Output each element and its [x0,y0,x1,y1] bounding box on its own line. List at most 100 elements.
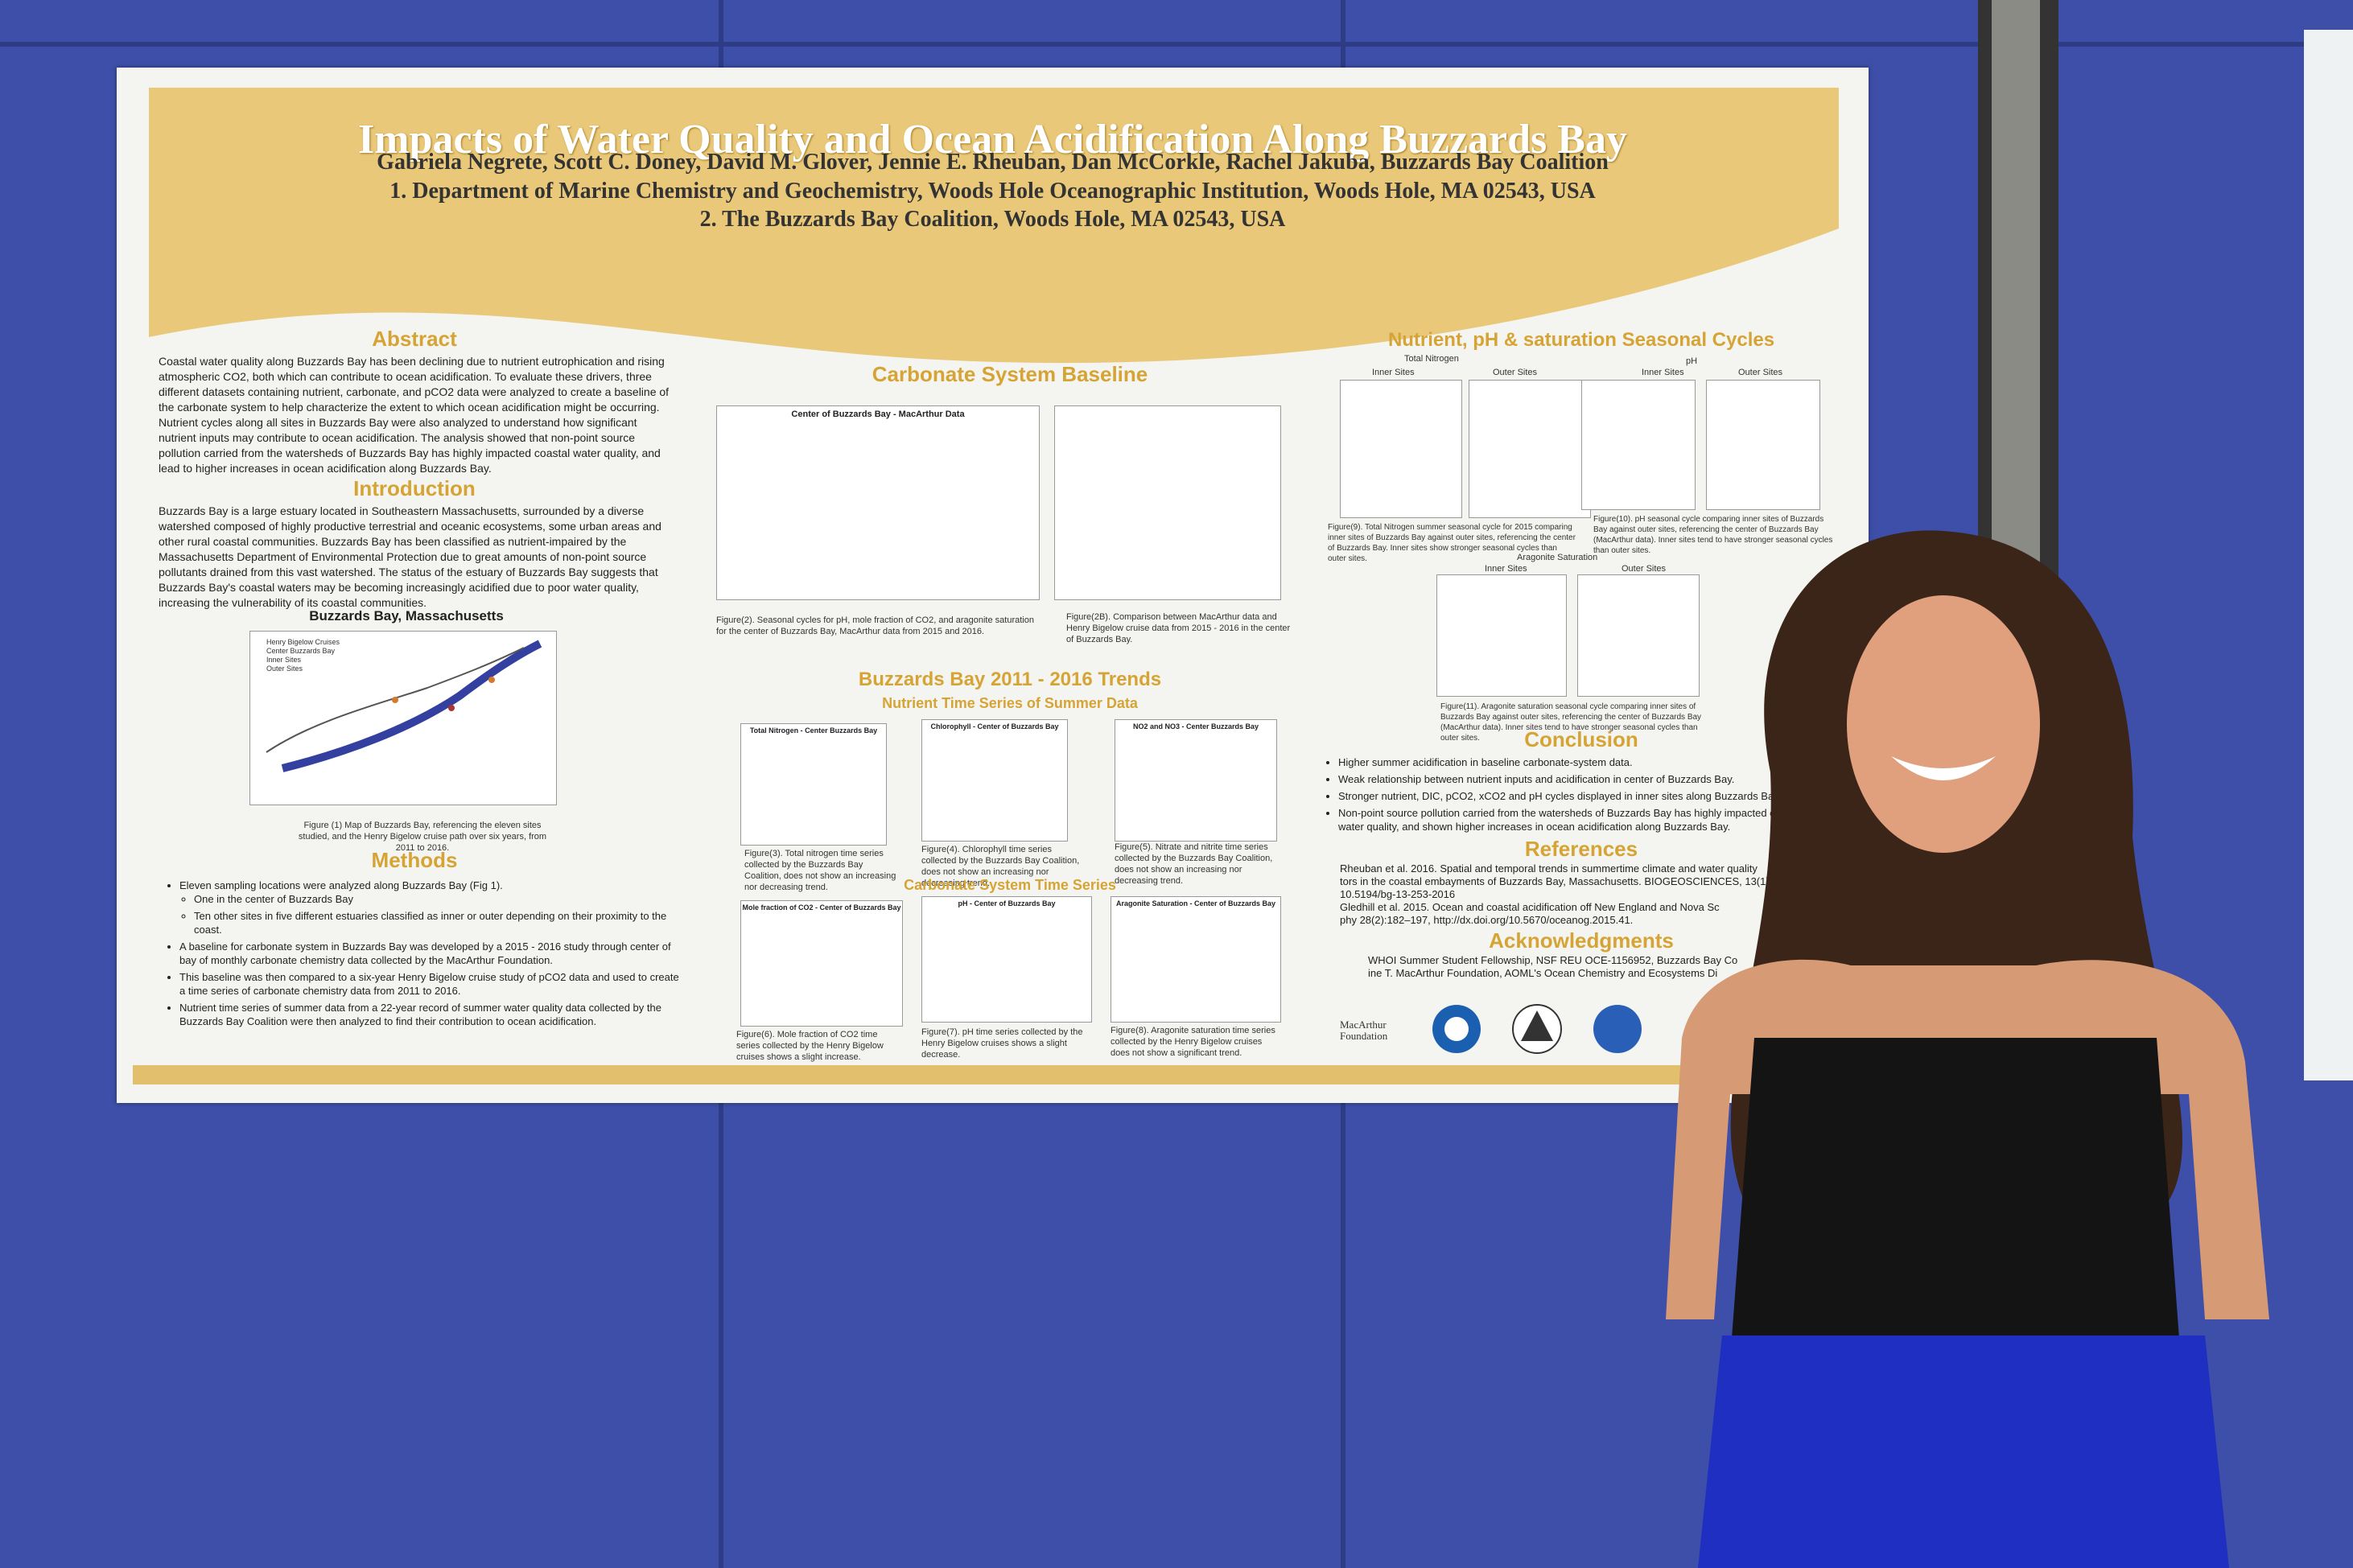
person [1666,530,2269,1568]
list-item: Non-point source pollution carried from … [1338,806,1823,833]
chart-title: Chlorophyll - Center of Buzzards Bay [930,722,1059,730]
figure-caption: Figure(3). Total nitrogen time series co… [744,849,896,892]
reference-line: 10.5194/bg-13-253-2016 [1340,888,1456,900]
chart-label: Outer Sites [1622,564,1667,574]
next-poster [2304,30,2353,1080]
conclusion-list: Higher summer acidification in baseline … [1324,755,1823,837]
reference-line: Gledhill et al. 2015. Ocean and coastal … [1340,901,1720,913]
list-item: A baseline for carbonate system in Buzza… [179,940,680,967]
section-heading: Nutrient, pH & saturation Seasonal Cycle… [1387,329,1775,351]
figure-caption: Figure(6). Mole fraction of CO2 time ser… [736,1030,884,1062]
list-item: Higher summer acidification in baseline … [1338,755,1823,769]
affiliation: 2. The Buzzards Bay Coalition, Woods Hol… [699,207,1286,232]
section-heading: Abstract [372,327,457,351]
list-item: Eleven sampling locations were analyzed … [179,879,680,936]
cruise-path [281,640,542,772]
header-band [149,88,1839,364]
figure-caption: Figure(2). Seasonal cycles for pH, mole … [716,615,1034,636]
list-item: Nutrient time series of summer data from… [179,1001,680,1028]
figure-caption: Figure(2B). Comparison between MacArthur… [1066,612,1291,644]
chart-label: Inner Sites [1372,368,1415,377]
chart-label: Aragonite Saturation [1517,553,1598,562]
section-subheading: Carbonate System Time Series [904,877,1116,893]
logos [1432,1004,1642,1054]
map-legend: Henry Bigelow Cruises Center Buzzards Ba… [266,638,340,673]
chart-label: Total Nitrogen [1404,354,1459,364]
figure: pH - Center of Buzzards Bay [921,896,1092,1023]
figure-caption: Figure(5). Nitrate and nitrite time seri… [1115,842,1273,886]
section-heading: Conclusion [1524,727,1638,751]
top [1730,1038,2181,1360]
figure: NO2 and NO3 - Center Buzzards Bay [1115,719,1277,842]
figure [1581,380,1696,510]
list-item: One in the center of Buzzards Bay [194,892,680,906]
figure-caption: Figure(4). Chlorophyll time series colle… [921,845,1080,888]
map-title: Buzzards Bay, Massachusetts [309,608,504,623]
acknowledgment-line: WHOI Summer Student Fellowship, NSF REU … [1368,954,1738,966]
figure: Total Nitrogen - Center Buzzards Bay [740,723,887,846]
poster-title: Impacts of Water Quality and Ocean Acidi… [358,117,1627,163]
coastline [266,647,525,753]
acknowledgment-line: ine T. MacArthur Foundation, AOML's Ocea… [1368,967,1718,979]
list-item: Weak relationship between nutrient input… [1338,772,1823,786]
site [488,677,495,683]
chart-label: Outer Sites [1738,368,1783,377]
skirt [1698,1335,2229,1568]
reference-line: Rheuban et al. 2016. Spatial and tempora… [1340,862,1758,875]
list-item: This baseline was then compared to a six… [179,970,680,998]
section-heading: Methods [371,848,458,872]
list: Higher summer acidification in baseline … [1324,755,1823,833]
figure: Center of Buzzards Bay - MacArthur Data [716,405,1040,600]
figure: Mole fraction of CO2 - Center of Buzzard… [740,900,903,1027]
figure-caption: Figure(9). Total Nitrogen summer seasona… [1328,523,1576,563]
figure: Aragonite Saturation - Center of Buzzard… [1111,896,1281,1023]
chart-label: Inner Sites [1642,368,1684,377]
logo [1444,1017,1469,1041]
figure [1577,574,1700,697]
figure-caption: Figure(10). pH seasonal cycle comparing … [1593,515,1833,555]
poster: Impacts of Water Quality and Ocean Acidi… [117,68,1869,1103]
figure-caption: Figure(11). Aragonite saturation seasona… [1440,702,1702,743]
legend-entry: Henry Bigelow Cruises [266,638,340,646]
map: Henry Bigelow Cruises Center Buzzards Ba… [249,631,557,805]
chart-label: Outer Sites [1493,368,1538,377]
affiliation: 1. Department of Marine Chemistry and Ge… [389,179,1596,204]
sublist: One in the center of Buzzards Bay Ten ot… [179,892,680,936]
figure [1469,380,1591,518]
map-drawing [266,640,542,772]
chart-title: pH - Center of Buzzards Bay [958,899,1056,907]
acknowledgments: WHOI Summer Student Fellowship, NSF REU … [1368,954,1869,980]
face [1847,595,2040,853]
logo [1521,1010,1553,1041]
methods-list: Eleven sampling locations were analyzed … [165,879,680,1031]
panel-seam [0,42,2353,47]
logo [1593,1005,1642,1053]
section-heading: Buzzards Bay 2011 - 2016 Trends [858,669,1162,690]
reference-line: phy 28(2):182–197, http://dx.doi.org/10.… [1340,914,1634,926]
chart-label: Inner Sites [1485,564,1527,574]
chart-title: Aragonite Saturation - Center of Buzzard… [1115,899,1276,907]
poster-authors: Gabriela Negrete, Scott C. Doney, David … [377,150,1609,175]
figure [1436,574,1567,697]
reference-line: tors in the coastal embayments of Buzzar… [1340,875,1796,887]
section-heading: Acknowledgments [1489,928,1674,953]
list-item: Ten other sites in five different estuar… [194,909,680,936]
figure-caption: Figure(7). pH time series collected by t… [921,1027,1083,1060]
smile [1891,756,1996,780]
footer-band [133,1065,1847,1084]
legend-entry: Inner Sites [266,656,302,664]
chart-title: Total Nitrogen - Center Buzzards Bay [749,726,878,735]
figure-caption: Figure(8). Aragonite saturation time ser… [1111,1026,1275,1058]
poster-decor [133,88,1847,1084]
section-heading: Carbonate System Baseline [872,362,1148,386]
legend-entry: Outer Sites [266,665,303,673]
legend-entry: Center Buzzards Bay [266,647,336,655]
references: Rheuban et al. 2016. Spatial and tempora… [1340,862,1869,927]
site [392,697,398,703]
figure [1054,405,1281,600]
list-item: Stronger nutrient, DIC, pCO2, xCO2 and p… [1338,789,1823,803]
figure: Chlorophyll - Center of Buzzards Bay [921,719,1068,842]
logo-text: MacArthur Foundation [1340,1019,1388,1042]
list: Eleven sampling locations were analyzed … [165,879,680,1028]
